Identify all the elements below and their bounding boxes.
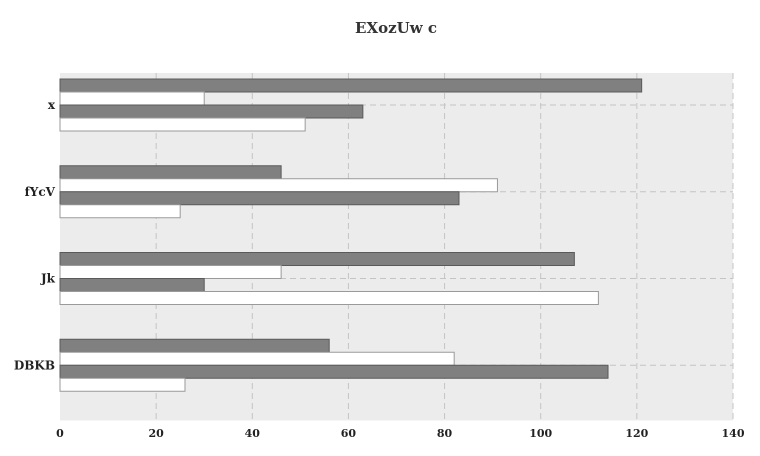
bar-series-3 — [59, 104, 364, 119]
x-tick-label: 100 — [529, 427, 552, 440]
category-label: fYcV — [25, 185, 56, 199]
x-tick-label: 80 — [437, 427, 453, 440]
bar-series-3 — [59, 278, 205, 292]
x-tick-label: 0 — [56, 427, 64, 440]
category-label: DBKB — [14, 358, 55, 372]
category-label: Jk — [40, 272, 56, 286]
x-tick-label: 120 — [625, 427, 648, 440]
bar-series-2 — [59, 91, 205, 106]
bar-series-1 — [59, 252, 575, 266]
bar-series-2 — [59, 178, 498, 193]
bar-series-4 — [59, 291, 599, 305]
bar-series-1 — [59, 165, 282, 180]
bar-series-3 — [59, 191, 460, 206]
bar-series-4 — [59, 377, 186, 392]
bar-series-2 — [59, 351, 455, 366]
bar-series-4 — [59, 117, 306, 132]
x-tick-label: 40 — [245, 427, 261, 440]
bar-series-2 — [59, 265, 282, 279]
bar-series-1 — [59, 78, 643, 93]
x-tick-label: 60 — [341, 427, 357, 440]
x-tick-label: 140 — [722, 427, 745, 440]
bar-series-1 — [59, 338, 330, 353]
category-label: x — [48, 98, 56, 112]
chart-title: EXozUw c — [355, 19, 437, 37]
x-tick-label: 20 — [148, 427, 164, 440]
bars-layer — [59, 78, 643, 392]
bar-series-3 — [59, 364, 609, 379]
bar-series-4 — [59, 204, 181, 219]
labels-layer: 0 20 40 60 80 100 120 140 x fYcV Jk DBKB — [14, 98, 745, 440]
